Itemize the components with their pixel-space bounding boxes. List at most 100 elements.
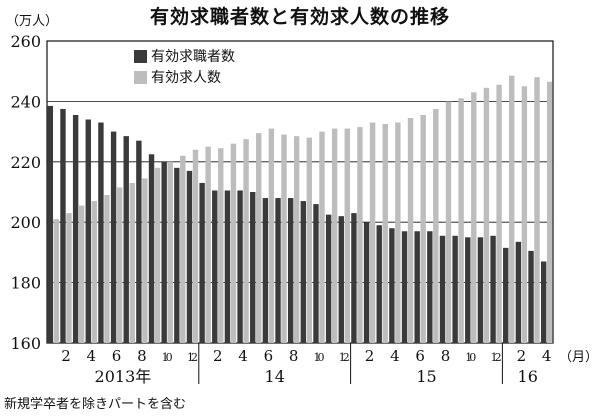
year-label: 2013年 (95, 367, 152, 386)
bar-openings (509, 75, 515, 343)
x-tick-label: 12 (339, 351, 350, 364)
bar-openings (369, 122, 376, 343)
bar-openings (281, 134, 287, 343)
bar-jobseekers (287, 198, 294, 343)
bar-jobseekers (60, 108, 66, 343)
legend-label-openings: 有効求人数 (151, 70, 221, 86)
bar-openings (331, 128, 338, 343)
bar-jobseekers (503, 247, 509, 343)
x-tick-label: 4 (238, 347, 248, 365)
bar-openings (230, 143, 237, 343)
bar-openings (53, 219, 60, 343)
bar-openings (293, 136, 300, 343)
x-tick-label: 8 (441, 347, 451, 365)
x-tick-label: 4 (390, 347, 400, 365)
bar-jobseekers (515, 241, 522, 343)
bar-jobseekers (250, 192, 256, 343)
plot-frame (46, 40, 554, 344)
bar-openings (357, 127, 363, 343)
bar-openings (521, 86, 528, 344)
bar-openings (104, 195, 110, 343)
bar-openings (167, 161, 173, 343)
bar-openings (142, 178, 148, 343)
bar-jobseekers (262, 198, 269, 343)
bar-jobseekers (439, 235, 446, 343)
bar-jobseekers (199, 182, 205, 343)
bar-openings (344, 128, 350, 343)
bar-jobseekers (237, 190, 243, 343)
bar-jobseekers (389, 228, 395, 343)
bar-jobseekers (186, 170, 193, 343)
legend-label-jobseekers: 有効求職者数 (151, 49, 235, 65)
x-tick-label: 8 (289, 347, 299, 365)
bar-openings (534, 77, 540, 344)
bar-openings (471, 92, 477, 343)
bar-jobseekers (414, 231, 420, 343)
footnote: 新規学卒者を除きパートを含む (4, 397, 187, 412)
x-tick-label: 2 (213, 347, 223, 365)
bar-openings (243, 139, 249, 343)
bar-openings (129, 182, 135, 343)
bar-jobseekers (212, 190, 218, 343)
bar-openings (180, 155, 186, 343)
y-tick-label: 220 (10, 153, 41, 172)
bar-jobseekers (85, 119, 91, 344)
bar-openings (546, 81, 553, 344)
x-tick-label: 12 (187, 351, 198, 364)
legend-swatch-openings (134, 70, 147, 84)
bar-jobseekers (477, 237, 484, 343)
bar-openings (496, 84, 502, 343)
bar-openings (382, 124, 388, 343)
bar-jobseekers (148, 154, 155, 343)
y-tick-label: 160 (10, 334, 41, 353)
bar-jobseekers (275, 198, 281, 343)
x-tick-label: 2 (517, 347, 527, 365)
bar-jobseekers (161, 161, 167, 343)
bar-jobseekers (313, 204, 319, 343)
y-tick-label: 200 (10, 213, 41, 232)
x-tick-label: 10 (162, 351, 173, 364)
bar-jobseekers (174, 167, 180, 343)
bar-jobseekers (363, 222, 370, 343)
bar-openings (319, 131, 325, 343)
legend-item-openings: 有効求人数 (134, 67, 221, 87)
x-tick-label: 4 (542, 347, 552, 365)
bar-openings (268, 128, 275, 343)
bar-openings (306, 137, 313, 343)
bar-jobseekers (98, 122, 104, 343)
bar-jobseekers (300, 201, 307, 343)
bar-openings (205, 146, 211, 343)
bar-openings (407, 118, 414, 343)
bar-openings (445, 101, 452, 344)
bar-jobseekers (528, 250, 534, 343)
bar-jobseekers (110, 131, 117, 343)
x-tick-label: 4 (87, 347, 97, 365)
bar-jobseekers (540, 261, 547, 343)
year-label: 16 (518, 367, 538, 386)
x-tick-label: 2 (61, 347, 71, 365)
x-tick-label: 8 (137, 347, 147, 365)
x-tick-label: 10 (465, 351, 476, 364)
legend-swatch-jobseekers (134, 49, 147, 63)
legend-item-jobseekers: 有効求職者数 (134, 46, 235, 66)
bar-openings (433, 108, 439, 343)
bar-openings (218, 148, 224, 343)
bar-jobseekers (136, 140, 142, 343)
chart-title: 有効求職者数と有効求人数の推移 (149, 6, 450, 28)
bar-openings (458, 98, 464, 343)
bar-jobseekers (490, 235, 496, 343)
bar-openings (78, 205, 85, 343)
bar-jobseekers (47, 105, 54, 344)
y-tick-label: 240 (10, 92, 41, 111)
x-tick-label: 12 (491, 351, 502, 364)
x-tick-label: 2 (365, 347, 375, 365)
bar-openings (116, 187, 123, 343)
y-tick-label: 260 (10, 32, 41, 51)
bar-openings (154, 167, 161, 343)
x-tick-label: 6 (264, 347, 274, 365)
bar-jobseekers (325, 214, 332, 343)
bar-openings (420, 114, 426, 344)
bar-openings (395, 122, 401, 343)
x-tick-label: 6 (112, 347, 122, 365)
